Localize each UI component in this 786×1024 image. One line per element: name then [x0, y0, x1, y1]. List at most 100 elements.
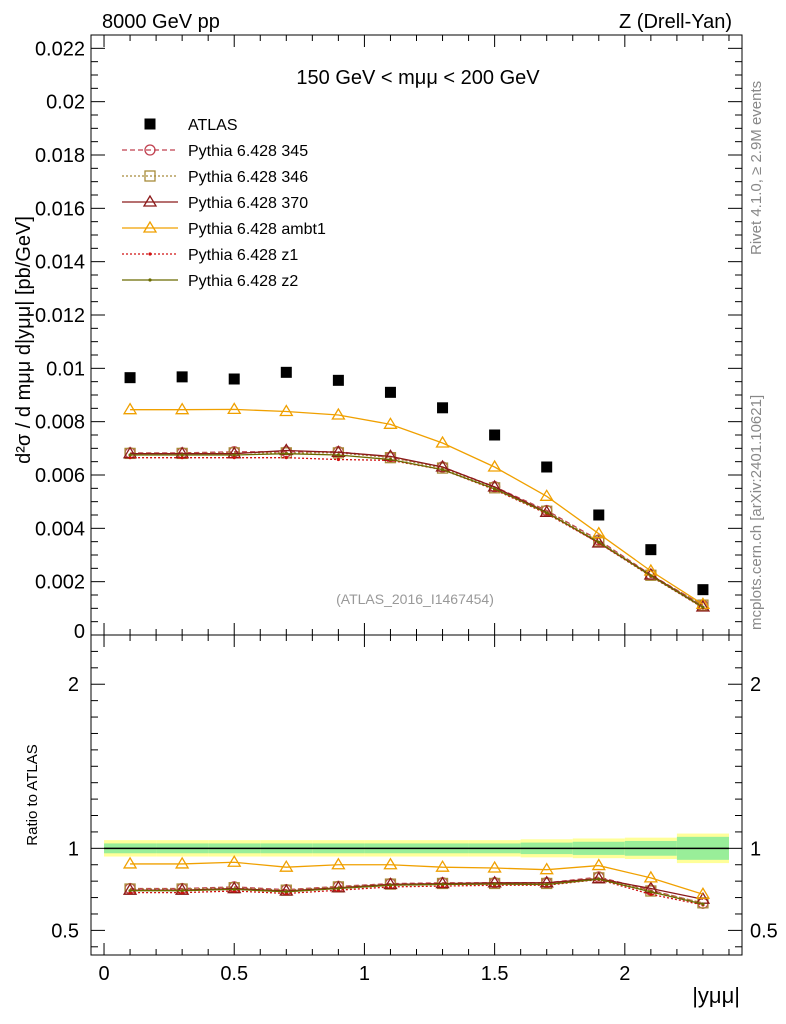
data-point	[180, 453, 184, 457]
y-tick-label: 0.02	[46, 92, 85, 114]
y-tick-label: 0.008	[35, 412, 85, 434]
data-point	[279, 404, 294, 417]
data-point	[649, 890, 653, 894]
data-point	[493, 487, 497, 491]
data-point	[124, 372, 136, 384]
legend-entry: Pythia 6.428 370	[122, 194, 308, 212]
legend-entry: Pythia 6.428 345	[122, 143, 308, 160]
ratio-y-tick-label: 1	[68, 838, 79, 860]
main-y-axis-label: d²σ / d mμμ d|yμμ| [pb/GeV]	[13, 216, 35, 464]
data-point	[591, 871, 606, 884]
x-axis-label: |yμμ|	[692, 983, 740, 1008]
data-point	[128, 889, 132, 893]
ratio-y-tick-label: 0.5	[51, 920, 79, 942]
series-pythia-6-428-z1	[128, 456, 705, 610]
legend-marker	[144, 144, 156, 156]
data-point	[440, 468, 445, 472]
data-point	[331, 857, 346, 870]
data-point	[232, 456, 236, 460]
data-point	[489, 429, 501, 441]
ratio-series	[122, 855, 711, 909]
series-pythia-6-428-370	[122, 443, 711, 612]
series-line	[130, 878, 704, 905]
ratio-axes: 0 0.5 1 1.5 2 0.5 0.5 1 1 2 2	[51, 635, 778, 985]
data-point	[174, 856, 190, 869]
series-pythia-6-428-ambt1	[122, 402, 711, 609]
data-point	[649, 892, 653, 896]
data-point	[493, 882, 497, 886]
y-tick-label: 0.004	[35, 518, 85, 540]
collision-energy-label: 8000 GeV pp	[102, 11, 220, 33]
y-tick-label: 0.006	[35, 465, 85, 487]
data-point	[488, 482, 501, 494]
series-pythia-6-428-z2	[128, 877, 705, 906]
data-point	[539, 862, 554, 875]
data-point	[388, 883, 393, 887]
y-tick-label: 0.018	[35, 145, 85, 167]
series-line	[130, 453, 704, 608]
series-pythia-6-428-346	[124, 447, 709, 611]
data-point	[280, 366, 292, 378]
data-point	[336, 453, 340, 457]
legend-marker	[148, 278, 152, 282]
data-point	[487, 459, 502, 472]
series-line	[130, 451, 704, 606]
legend-label: Pythia 6.428 z2	[188, 273, 298, 290]
legend-entry: Pythia 6.428 346	[122, 169, 308, 186]
data-point	[545, 511, 549, 515]
y-tick-label: 0.01	[46, 358, 85, 380]
ratio-y-tick-label: 2	[68, 674, 79, 696]
legend-label: Pythia 6.428 345	[188, 143, 308, 160]
data-point	[128, 453, 132, 457]
data-point	[539, 489, 554, 501]
main-axes: 0.002 0.004 0.006 0.008 0.01 0.012 0.014 0.016 0…	[35, 34, 742, 643]
legend-marker	[142, 194, 158, 207]
data-point	[487, 860, 502, 873]
data-point	[122, 402, 138, 415]
data-point	[332, 374, 344, 386]
series-line	[130, 861, 704, 895]
data-point	[383, 857, 398, 870]
ratio-panel-frame	[90, 634, 743, 956]
data-point	[336, 886, 340, 891]
legend-entry: Pythia 6.428 z2	[122, 273, 298, 290]
ratio-y-tick-label-right: 1	[750, 838, 761, 860]
series-pythia-6-428-z2	[128, 452, 705, 609]
data-point	[435, 435, 450, 448]
legend-entry: ATLAS	[144, 117, 238, 134]
data-point	[174, 402, 190, 415]
legend-entry: Pythia 6.428 ambt1	[122, 220, 326, 238]
data-point	[440, 882, 445, 887]
data-point	[697, 584, 709, 596]
data-point	[284, 452, 288, 456]
ratio-y-axis-label: Ratio to ATLAS	[24, 744, 41, 845]
data-point	[227, 855, 242, 867]
ratio-uncertainty-bands	[104, 833, 729, 864]
analysis-watermark: (ATLAS_2016_I1467454)	[336, 591, 494, 607]
data-point	[284, 456, 288, 460]
data-point	[597, 877, 601, 881]
y-tick-label: 0.016	[35, 198, 85, 220]
data-point	[701, 605, 705, 609]
data-point	[597, 540, 601, 544]
y-tick-label: 0.012	[35, 305, 85, 327]
data-point	[383, 417, 398, 429]
data-point	[541, 461, 553, 473]
data-point	[435, 859, 450, 872]
data-point	[388, 457, 393, 462]
legend-marker	[144, 170, 156, 182]
series-line	[130, 457, 704, 609]
ratio-y-tick-label-right: 2	[750, 674, 761, 696]
data-point	[180, 889, 184, 893]
x-tick-label: 1.5	[481, 963, 509, 985]
legend-marker	[142, 220, 158, 233]
y-tick-label: 0.022	[35, 38, 85, 60]
legend-marker	[148, 252, 152, 256]
data-point	[176, 371, 188, 383]
data-point	[645, 544, 657, 556]
legend-label: Pythia 6.428 370	[188, 195, 308, 212]
data-point	[232, 453, 236, 457]
data-point	[591, 526, 606, 539]
legend-label: ATLAS	[188, 117, 238, 134]
